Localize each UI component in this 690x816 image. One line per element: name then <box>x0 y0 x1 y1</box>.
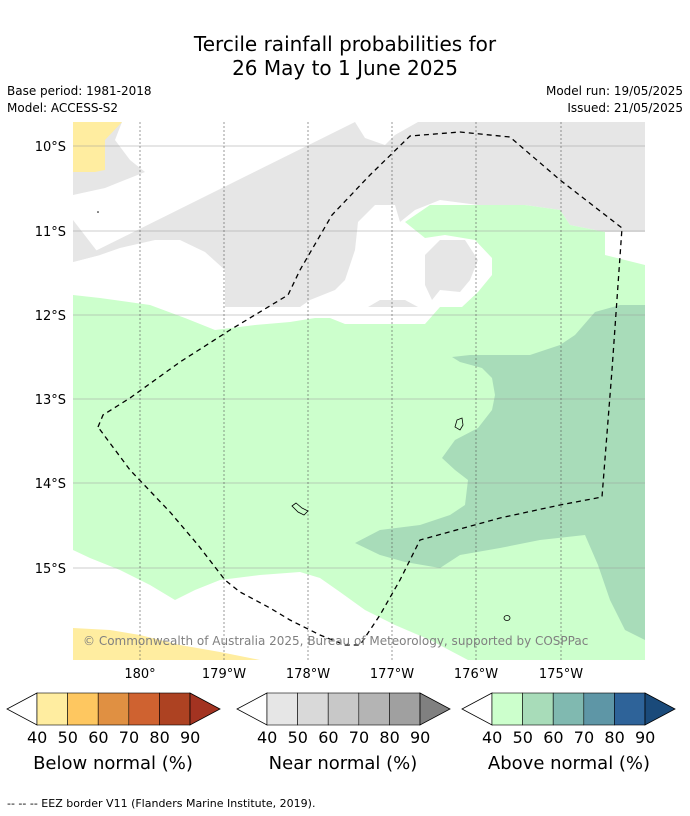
above-normal-label: Above normal (%) <box>487 753 651 774</box>
near-normal-region <box>368 300 418 307</box>
colorbar-tick-label: 60 <box>318 728 339 747</box>
colorbar-upper-extension <box>644 692 676 726</box>
near-colorbar <box>236 692 451 726</box>
colorbar-tick-label: 90 <box>635 728 656 747</box>
colorbar-segment <box>97 692 130 726</box>
lon-label: 177°W <box>370 667 414 682</box>
map-title-line1: Tercile rainfall probabilities for <box>193 32 497 56</box>
lon-label: 179°W <box>202 667 246 682</box>
map-plot-area: © Commonwealth of Australia 2025, Bureau… <box>73 122 645 660</box>
eez-footnote: -- -- -- EEZ border V11 (Flanders Marine… <box>7 797 316 810</box>
colorbar-tick-label: 70 <box>573 728 595 747</box>
colorbar-tick-label: 90 <box>410 728 431 747</box>
colorbar-segment <box>358 692 390 726</box>
island <box>503 615 511 621</box>
longitude-gridlines <box>139 122 562 660</box>
colorbar-segment <box>327 692 360 726</box>
colorbars <box>6 692 676 726</box>
colorbar-tick-label: 80 <box>604 728 625 747</box>
lat-label: 13°S <box>35 393 66 408</box>
colorbar-tick-label: 60 <box>88 728 109 747</box>
lon-label: 180° <box>124 667 155 682</box>
colorbar-lower-extension <box>236 692 268 726</box>
above-colorbar <box>461 692 676 726</box>
colorbar-segment <box>36 692 68 726</box>
colorbar-tick-label: 90 <box>180 728 201 747</box>
colorbar-upper-extension <box>189 692 221 726</box>
colorbar-tick-label: 80 <box>149 728 170 747</box>
colorbar-tick-label: 40 <box>482 728 503 747</box>
colorbar-segment <box>491 692 523 726</box>
map-title-line2: 26 May to 1 June 2025 <box>232 56 458 80</box>
model-name: Model: ACCESS-S2 <box>7 101 119 115</box>
island <box>97 211 99 213</box>
base-period: Base period: 1981-2018 <box>7 84 152 98</box>
rainfall-map: © Commonwealth of Australia 2025, Bureau… <box>35 122 645 682</box>
lat-label: 12°S <box>35 309 66 324</box>
near-normal-region <box>73 220 100 262</box>
colorbar-tick-label: 40 <box>27 728 48 747</box>
latitude-labels: 10°S 11°S 12°S 13°S 14°S 15°S <box>35 140 66 577</box>
lon-label: 175°W <box>539 667 583 682</box>
longitude-labels: 180° 179°W 178°W 177°W 176°W 175°W <box>124 667 583 682</box>
eez-border <box>97 131 623 646</box>
colorbar-segment <box>159 692 191 726</box>
lat-label: 15°S <box>35 562 66 577</box>
lat-label: 14°S <box>35 477 66 492</box>
latitude-gridlines <box>73 145 645 569</box>
below-colorbar <box>6 692 221 726</box>
colorbar-segment <box>614 692 646 726</box>
lat-label: 10°S <box>35 140 66 155</box>
colorbar-segment <box>389 692 421 726</box>
colorbar-tick-label: 40 <box>257 728 278 747</box>
colorbar-segment <box>67 692 99 726</box>
near-normal-region <box>425 240 478 300</box>
colorbar-lower-extension <box>461 692 493 726</box>
colorbar-tick-label: 50 <box>287 728 308 747</box>
colorbar-tick-label: 70 <box>348 728 370 747</box>
colorbar-tick-label: 50 <box>57 728 78 747</box>
issued-date: Issued: 21/05/2025 <box>567 101 683 115</box>
island <box>291 502 309 516</box>
lon-label: 178°W <box>286 667 330 682</box>
lon-label: 176°W <box>454 667 498 682</box>
below-normal-region <box>73 122 122 172</box>
colorbar-segment <box>583 692 615 726</box>
colorbar-lower-extension <box>6 692 38 726</box>
colorbar-tick-label: 70 <box>118 728 140 747</box>
colorbar-tick-label: 60 <box>543 728 564 747</box>
above-normal-50-region <box>355 305 645 640</box>
colorbar-upper-extension <box>419 692 451 726</box>
near-normal-label: Near normal (%) <box>268 753 418 774</box>
colorbar-segment <box>128 692 160 726</box>
colorbar-segment <box>522 692 554 726</box>
colorbar-tick-label: 50 <box>512 728 533 747</box>
island <box>454 417 464 431</box>
below-normal-label: Below normal (%) <box>33 753 193 774</box>
colorbar-segment <box>297 692 329 726</box>
model-run: Model run: 19/05/2025 <box>545 84 683 98</box>
lat-label: 11°S <box>35 225 66 240</box>
colorbar-segment <box>552 692 585 726</box>
colorbar-segment <box>266 692 298 726</box>
near-normal-region <box>73 122 645 307</box>
below-normal-region <box>73 628 260 660</box>
colorbar-tick-label: 80 <box>379 728 400 747</box>
copyright-notice: © Commonwealth of Australia 2025, Bureau… <box>83 634 588 648</box>
